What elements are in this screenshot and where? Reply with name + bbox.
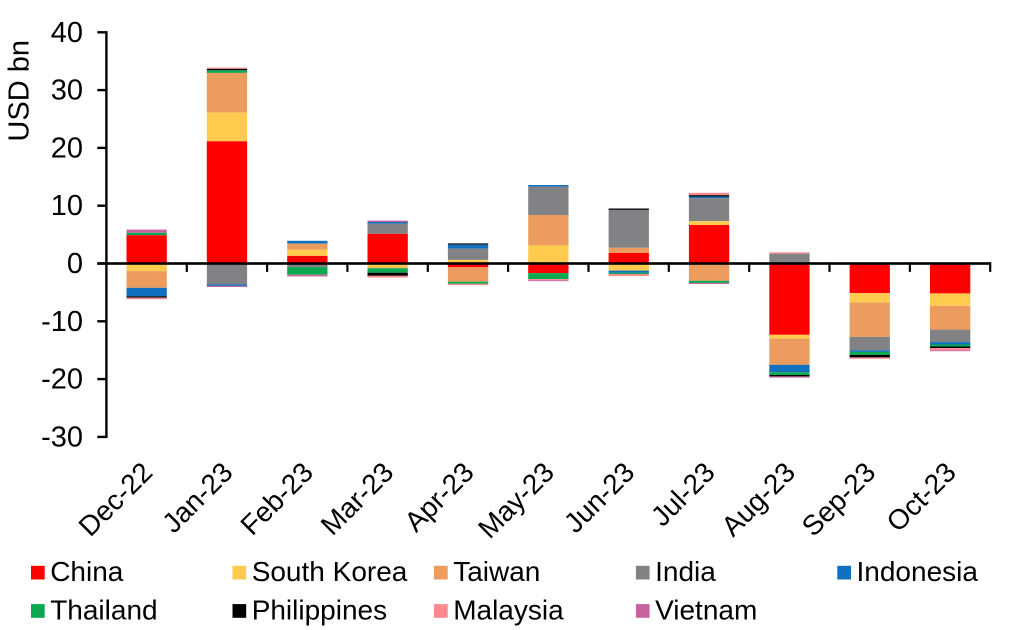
- svg-text:Indonesia: Indonesia: [857, 556, 979, 587]
- svg-text:South Korea: South Korea: [252, 556, 408, 587]
- svg-text:Malaysia: Malaysia: [453, 594, 564, 625]
- svg-text:Philippines: Philippines: [252, 594, 387, 625]
- svg-text:30: 30: [51, 75, 83, 107]
- svg-text:Vietnam: Vietnam: [655, 594, 757, 625]
- svg-text:-30: -30: [41, 421, 83, 453]
- svg-text:China: China: [50, 556, 124, 587]
- svg-text:40: 40: [51, 17, 83, 49]
- svg-text:-10: -10: [41, 306, 83, 338]
- svg-text:Thailand: Thailand: [50, 594, 157, 625]
- svg-text:USD bn: USD bn: [4, 40, 36, 142]
- svg-text:India: India: [655, 556, 716, 587]
- svg-text:Taiwan: Taiwan: [453, 556, 540, 587]
- svg-text:-20: -20: [41, 364, 83, 396]
- svg-text:10: 10: [51, 190, 83, 222]
- svg-text:0: 0: [67, 248, 83, 280]
- svg-text:20: 20: [51, 132, 83, 164]
